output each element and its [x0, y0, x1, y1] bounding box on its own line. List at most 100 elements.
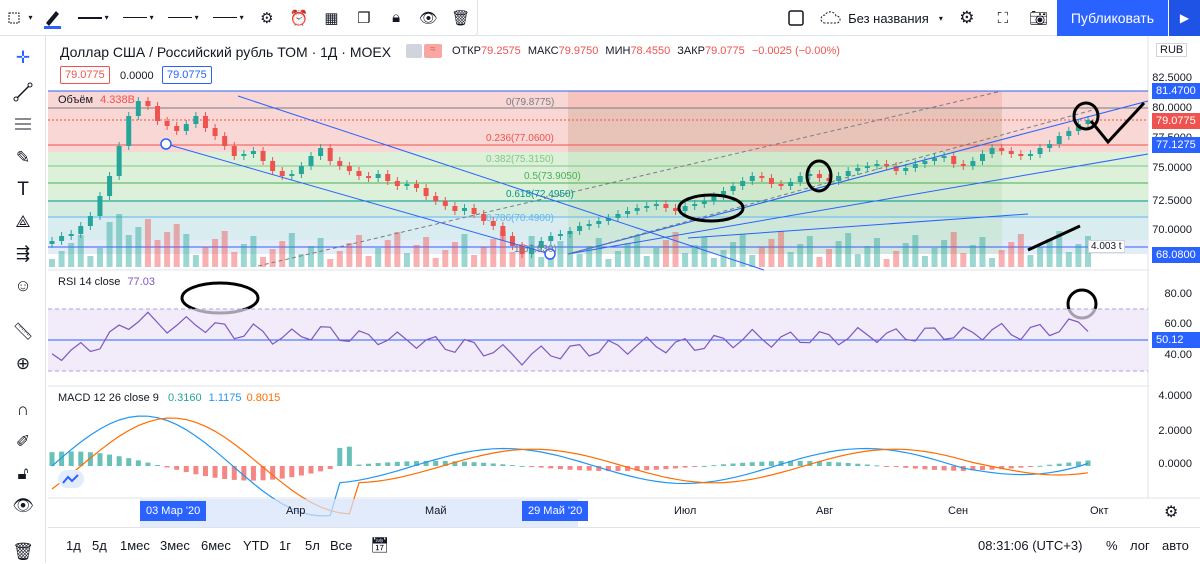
macd-histogram-bar — [577, 466, 583, 471]
eye-visibility-icon[interactable]: 👁︎ — [12, 496, 34, 515]
magnet-icon[interactable]: ∩ — [16, 400, 30, 419]
volume-bar — [1027, 255, 1034, 267]
auto-toggle[interactable]: авто — [1162, 538, 1189, 553]
publish-button[interactable]: Публиковать — [1056, 0, 1168, 36]
fib-zone-618-786 — [48, 218, 1148, 240]
ruler-icon[interactable]: 📏︎ — [12, 322, 34, 341]
volume-bar — [96, 248, 103, 267]
line-end-button[interactable]: ▾ — [206, 0, 251, 36]
macd-histogram-bar — [250, 466, 256, 481]
line-style-button[interactable]: ▾ — [71, 0, 116, 36]
volume-bar — [1065, 252, 1072, 267]
fib-zone-236-5 — [48, 152, 1148, 200]
clone-icon[interactable]: ❐ — [357, 9, 371, 27]
range-6m[interactable]: 6мес — [201, 538, 231, 553]
line-color-button[interactable] — [33, 0, 71, 36]
log-toggle[interactable]: лог — [1130, 538, 1150, 553]
symbol-title[interactable]: Доллар США / Российский рубль ТОМ · 1Д ·… — [60, 44, 392, 60]
volume-bar — [413, 245, 420, 267]
fullscreen-square-icon[interactable] — [778, 0, 814, 36]
eye-icon[interactable]: 👁︎ — [418, 9, 438, 27]
candle — [126, 116, 132, 146]
candle — [855, 168, 861, 171]
macd-histogram-bar — [298, 466, 304, 476]
chevron-down-icon[interactable]: ▾ — [28, 13, 33, 22]
candle — [433, 196, 439, 201]
tradingview-logo-icon[interactable] — [58, 470, 84, 488]
uptrend-line-lower — [567, 153, 1149, 255]
macd-histogram-bar — [337, 447, 343, 466]
range-5d[interactable]: 5д — [92, 538, 107, 553]
trash-icon[interactable]: 🗑︎ — [451, 9, 471, 27]
template-icon[interactable]: ▦ — [324, 9, 339, 27]
volume-bar — [730, 242, 737, 267]
candle — [385, 174, 391, 181]
range-ytd[interactable]: YTD — [243, 538, 269, 553]
macd-histogram-bar — [797, 460, 803, 466]
smiley-icon[interactable]: ☺ — [14, 276, 32, 295]
bottom-toolbar: 1д 5д 1мес 3мес 6мес YTD 1г 5л Все 📅︎ 08… — [48, 527, 1200, 563]
forecast-icon[interactable]: ⇶ — [15, 244, 31, 263]
candle — [183, 124, 189, 131]
volume-bar — [941, 240, 948, 267]
lock-drawings-icon[interactable]: 🔓︎ — [17, 464, 29, 483]
fib-retracement-icon[interactable] — [11, 112, 35, 136]
line-start-button[interactable]: ▾ — [161, 0, 206, 36]
range-all[interactable]: Все — [330, 538, 353, 553]
alert-add-icon[interactable]: ⏰ — [289, 9, 309, 27]
range-1m[interactable]: 1мес — [120, 538, 150, 553]
chart-settings-gear-icon[interactable]: ⚙ — [1164, 504, 1179, 521]
candle — [87, 216, 93, 226]
chart-canvas[interactable] — [48, 36, 1200, 527]
settings-gear-icon[interactable]: ⚙ — [959, 8, 975, 27]
drawn-line — [1027, 224, 1081, 252]
gear-icon[interactable]: ⚙ — [260, 9, 274, 27]
range-1y[interactable]: 1г — [279, 538, 291, 553]
range-5y[interactable]: 5л — [305, 538, 320, 553]
drag-handle-icon[interactable] — [0, 0, 29, 36]
candle — [970, 161, 976, 166]
drawing-mode-icon[interactable]: ✐ — [15, 432, 31, 451]
fullscreen-icon[interactable]: ⛶ — [997, 9, 1009, 27]
range-1d[interactable]: 1д — [66, 538, 81, 553]
macd-histogram-bar — [768, 461, 774, 466]
volume-bar — [998, 250, 1005, 267]
candle — [1037, 148, 1043, 154]
zoom-in-icon[interactable]: ⊕ — [15, 354, 31, 373]
camera-icon[interactable]: 📷︎ — [1029, 10, 1049, 27]
candle — [1018, 154, 1024, 156]
currency-label[interactable]: RUB — [1156, 43, 1188, 57]
percent-toggle[interactable]: % — [1106, 538, 1118, 553]
chart-area[interactable]: Доллар США / Российский рубль ТОМ · 1Д ·… — [48, 36, 1200, 527]
ask-box[interactable]: 79.0775 — [162, 66, 212, 84]
candle — [59, 236, 65, 241]
publish-menu-arrow-icon[interactable]: ▶ — [1168, 0, 1200, 36]
date-range-calendar-icon[interactable]: 📅︎ — [370, 537, 390, 554]
lock-icon[interactable]: 🔒︎ — [392, 9, 401, 26]
volume-bar — [173, 224, 180, 267]
volume-bar — [346, 243, 353, 267]
candle — [625, 211, 631, 214]
macd-histogram-bar — [788, 460, 794, 466]
clock[interactable]: 08:31:06 (UTC+3) — [978, 538, 1083, 553]
line-width-button[interactable]: ▾ — [116, 0, 161, 36]
candles — [49, 97, 1091, 258]
trash-all-icon[interactable]: 🗑︎ — [12, 542, 34, 561]
chart-name-dropdown[interactable]: Без названия ▾ — [814, 0, 949, 36]
volume-bar — [979, 237, 986, 267]
macd-histogram-bar — [59, 451, 65, 466]
crosshair-icon[interactable]: ✛ — [15, 48, 31, 67]
fib-label: 0.236(77.0600) — [486, 133, 554, 144]
macd-histogram-bar — [625, 466, 631, 471]
macd-histogram-bar — [730, 463, 736, 466]
range-3m[interactable]: 3мес — [160, 538, 190, 553]
candle — [222, 136, 228, 146]
candle — [97, 196, 103, 216]
text-icon[interactable]: T — [17, 179, 29, 200]
pattern-icon[interactable]: ⟁ — [15, 212, 31, 231]
brush-icon[interactable]: ✎ — [15, 148, 31, 167]
bid-box[interactable]: 79.0775 — [60, 66, 110, 84]
trend-line-icon[interactable] — [11, 80, 35, 104]
macd-histogram-bar — [155, 465, 161, 467]
macd-histogram-bar — [864, 464, 870, 466]
